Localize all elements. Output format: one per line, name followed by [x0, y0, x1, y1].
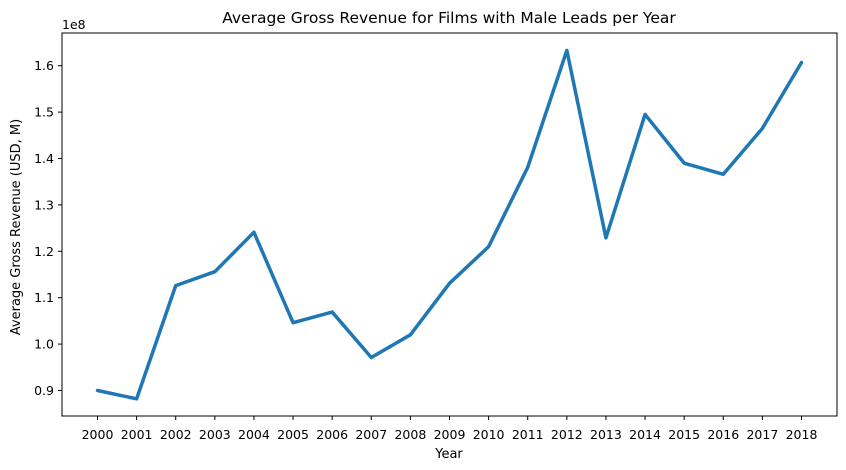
y-axis-offset-label: 1e8	[62, 17, 86, 32]
y-tick-label-1.3: 1.3	[34, 197, 54, 212]
x-tick-label-2007: 2007	[355, 427, 387, 442]
y-tick-label-1.5: 1.5	[34, 105, 54, 120]
data-point-2013	[604, 236, 608, 240]
data-point-2002	[174, 284, 177, 287]
data-point-2007	[370, 356, 373, 359]
x-tick-label-2014: 2014	[629, 427, 661, 442]
x-tick-label-2006: 2006	[316, 427, 348, 442]
x-tick-label-2002: 2002	[160, 427, 192, 442]
x-tick-label-2013: 2013	[590, 427, 622, 442]
data-point-2014	[643, 113, 647, 116]
data-point-2005	[291, 321, 295, 324]
data-point-2008	[409, 333, 412, 337]
chart-title: Average Gross Revenue for Films with Mal…	[222, 9, 676, 27]
data-point-2004	[252, 231, 256, 234]
data-point-2012	[565, 49, 569, 52]
data-point-2001	[135, 397, 138, 401]
y-tick-label-1.2: 1.2	[34, 244, 54, 259]
data-point-2010	[487, 245, 490, 248]
y-tick-label-1.4: 1.4	[34, 151, 54, 166]
x-tick-label-2015: 2015	[668, 427, 700, 442]
x-tick-label-2004: 2004	[238, 427, 270, 442]
x-tick-label-2001: 2001	[121, 427, 153, 442]
data-point-2011	[526, 166, 529, 169]
x-tick-label-2005: 2005	[277, 427, 309, 442]
x-tick-label-2016: 2016	[707, 427, 739, 442]
data-point-2009	[448, 282, 451, 285]
x-tick-label-2000: 2000	[82, 427, 114, 442]
x-tick-label-2018: 2018	[786, 427, 818, 442]
y-tick-label-1.0: 1.0	[34, 337, 54, 352]
data-point-2017	[761, 127, 764, 130]
x-tick-label-2008: 2008	[394, 427, 426, 442]
data-point-2016	[722, 173, 725, 176]
x-tick-label-2011: 2011	[512, 427, 544, 442]
x-tick-label-2017: 2017	[746, 427, 778, 442]
x-tick-label-2012: 2012	[551, 427, 583, 442]
y-tick-label-1.1: 1.1	[34, 290, 54, 305]
x-tick-label-2010: 2010	[473, 427, 505, 442]
data-point-2015	[682, 161, 686, 165]
plot-area: 2000 2001 2002 2003 2004 2005 2006 2007 2008 2009…	[34, 32, 838, 442]
x-tick-label-2009: 2009	[434, 427, 466, 442]
y-axis-label: Average Gross Revenue (USD, M)	[9, 119, 24, 335]
data-point-2006	[330, 310, 334, 314]
x-tick-label-2003: 2003	[199, 427, 231, 442]
data-point-2000	[96, 389, 99, 392]
x-axis-label: Year	[434, 447, 463, 462]
data-point-2018	[800, 61, 803, 64]
y-tick-label-0.9: 0.9	[34, 383, 54, 398]
data-point-2003	[213, 270, 217, 273]
y-tick-label-1.6: 1.6	[34, 58, 54, 73]
